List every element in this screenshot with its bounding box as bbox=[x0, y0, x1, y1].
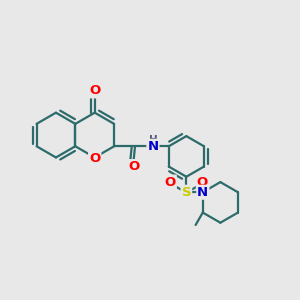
Text: O: O bbox=[128, 160, 139, 173]
Text: O: O bbox=[89, 84, 100, 98]
Text: S: S bbox=[182, 186, 191, 199]
Text: O: O bbox=[197, 176, 208, 189]
Text: O: O bbox=[89, 152, 100, 166]
Text: O: O bbox=[165, 176, 176, 189]
Text: N: N bbox=[147, 140, 158, 153]
Text: H: H bbox=[148, 135, 157, 145]
Text: N: N bbox=[197, 186, 208, 199]
